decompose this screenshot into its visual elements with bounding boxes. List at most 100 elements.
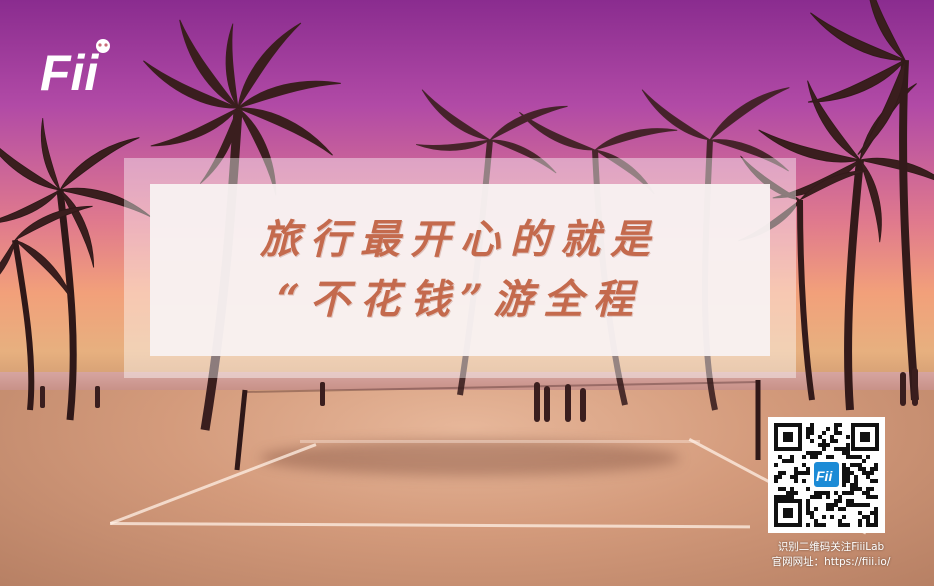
qr-module bbox=[810, 439, 814, 443]
qr-module bbox=[802, 455, 806, 459]
qr-module bbox=[866, 495, 870, 499]
qr-module bbox=[854, 503, 858, 507]
qr-module bbox=[806, 523, 810, 527]
qr-module bbox=[810, 423, 814, 427]
palm-tree bbox=[733, 0, 934, 411]
sea-horizon bbox=[0, 372, 934, 394]
qr-module bbox=[786, 459, 790, 463]
qr-module bbox=[846, 447, 850, 451]
qr-module bbox=[782, 459, 786, 463]
qr-module bbox=[802, 479, 806, 483]
qr-module bbox=[778, 471, 782, 475]
qr-module bbox=[854, 475, 858, 479]
qr-module bbox=[846, 479, 850, 483]
qr-module bbox=[874, 511, 878, 515]
qr-module bbox=[790, 491, 794, 495]
qr-module bbox=[842, 471, 846, 475]
headline-line-2: “不花钱”游全程 bbox=[276, 276, 643, 323]
qr-module bbox=[862, 459, 866, 463]
qr-module bbox=[870, 487, 874, 491]
qr-module bbox=[842, 491, 846, 495]
qr-module bbox=[846, 455, 850, 459]
palm-tree bbox=[0, 117, 155, 421]
headline-card: 旅行最开心的就是 “不花钱”游全程 bbox=[150, 184, 770, 356]
qr-module bbox=[826, 427, 830, 431]
qr-module bbox=[810, 495, 814, 499]
qr-module bbox=[822, 439, 826, 443]
qr-module bbox=[814, 455, 818, 459]
qr-module bbox=[838, 507, 842, 511]
qr-module bbox=[838, 523, 842, 527]
qr-module bbox=[858, 511, 862, 515]
qr-module bbox=[850, 499, 854, 503]
qr-module bbox=[874, 519, 878, 523]
qr-module bbox=[814, 451, 818, 455]
palm-shadow bbox=[260, 440, 680, 476]
beachgoers bbox=[40, 368, 918, 422]
qr-module bbox=[794, 467, 798, 471]
qr-module bbox=[866, 455, 870, 459]
qr-module bbox=[790, 487, 794, 491]
qr-module bbox=[834, 503, 838, 507]
qr-module bbox=[846, 499, 850, 503]
qr-module bbox=[810, 511, 814, 515]
qr-module bbox=[846, 503, 850, 507]
qr-module bbox=[830, 503, 834, 507]
qr-module bbox=[862, 467, 866, 471]
court-line bbox=[300, 440, 700, 443]
qr-module bbox=[866, 471, 870, 475]
qr-module bbox=[830, 515, 834, 519]
fiii-logo: Fii bbox=[40, 38, 118, 101]
qr-caption: 识别二维码关注FiiiLab 官网网址：https://fiii.io/ bbox=[756, 540, 906, 570]
qr-module bbox=[870, 479, 874, 483]
qr-module bbox=[866, 503, 870, 507]
qr-module bbox=[806, 503, 810, 507]
qr-module bbox=[826, 495, 830, 499]
headline-line-1: 旅行最开心的就是 bbox=[260, 216, 660, 263]
qr-module bbox=[850, 483, 854, 487]
qr-module bbox=[850, 471, 854, 475]
qr-module bbox=[810, 427, 814, 431]
qr-module bbox=[838, 431, 842, 435]
qr-module bbox=[846, 523, 850, 527]
qr-module bbox=[774, 495, 778, 499]
qr-module bbox=[810, 455, 814, 459]
qr-module bbox=[866, 519, 870, 523]
qr-module bbox=[814, 523, 818, 527]
qr-module bbox=[790, 495, 794, 499]
qr-module bbox=[818, 435, 822, 439]
qr-module bbox=[854, 479, 858, 483]
qr-module bbox=[858, 523, 862, 527]
qr-module bbox=[870, 495, 874, 499]
fiii-logo-mark: Fii bbox=[40, 39, 110, 101]
qr-module bbox=[838, 423, 842, 427]
qr-module bbox=[822, 443, 826, 447]
qr-module bbox=[850, 491, 854, 495]
qr-module bbox=[858, 455, 862, 459]
qr-module bbox=[846, 467, 850, 471]
qr-module bbox=[826, 507, 830, 511]
qr-module bbox=[838, 447, 842, 451]
qr-module bbox=[826, 503, 830, 507]
qr-module bbox=[826, 443, 830, 447]
qr-code[interactable]: Fii bbox=[768, 417, 885, 533]
qr-module bbox=[790, 475, 794, 479]
qr-module bbox=[858, 463, 862, 467]
qr-module bbox=[850, 503, 854, 507]
qr-center-logo bbox=[812, 460, 841, 489]
qr-code-image: Fii bbox=[768, 417, 885, 533]
website-url[interactable]: 官网网址：https://fiii.io/ bbox=[771, 556, 891, 569]
qr-module bbox=[790, 455, 794, 459]
qr-module bbox=[818, 495, 822, 499]
qr-module bbox=[778, 455, 782, 459]
qr-module bbox=[870, 523, 874, 527]
qr-module bbox=[866, 487, 870, 491]
qr-module bbox=[782, 487, 786, 491]
qr-module bbox=[862, 503, 866, 507]
qr-module bbox=[810, 431, 814, 435]
qr-module bbox=[818, 443, 822, 447]
qr-module bbox=[842, 467, 846, 471]
qr-module bbox=[822, 491, 826, 495]
svg-text:Fii: Fii bbox=[816, 468, 833, 484]
qr-module bbox=[866, 523, 870, 527]
